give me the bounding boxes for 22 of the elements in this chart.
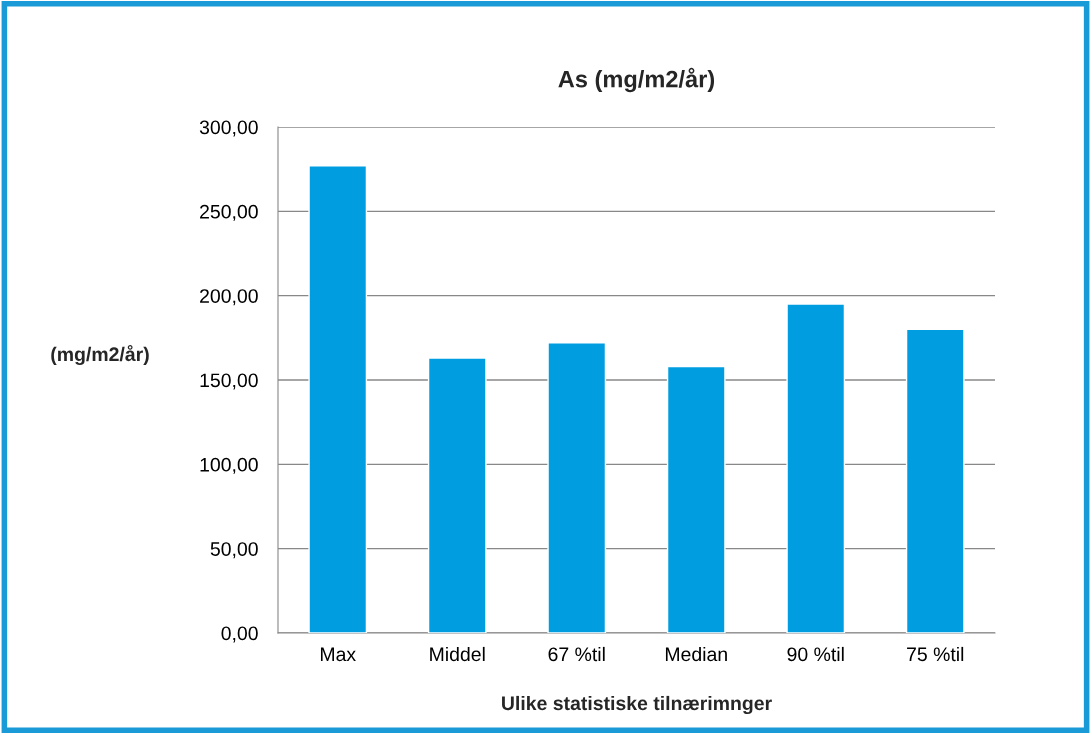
y-tick-label: 300,00: [199, 120, 258, 137]
x-tick-label: Middel: [430, 646, 485, 662]
bar: [666, 365, 726, 633]
x-tick-label: Median: [665, 646, 727, 662]
y-tick-label: 150,00: [200, 373, 258, 390]
y-tick-label: 100,00: [200, 457, 258, 474]
x-tick-label: 75 %til: [907, 646, 964, 662]
x-axis-title: Ulike statistiske tilnærimnger: [502, 695, 772, 715]
bar: [308, 165, 368, 633]
bar: [786, 303, 846, 633]
x-tick-label: 90 %til: [787, 646, 844, 662]
chart-title: As (mg/m2/år): [558, 67, 715, 93]
y-tick-label: 200,00: [200, 289, 258, 306]
y-tick-label: 0,00: [221, 626, 258, 643]
x-tick-label: 67 %til: [548, 646, 605, 662]
y-tick-label: 250,00: [200, 204, 258, 221]
x-tick-label: Max: [320, 647, 356, 662]
bar: [547, 342, 607, 633]
bar: [905, 328, 965, 633]
y-tick-label: 50,00: [210, 542, 258, 559]
bar: [427, 357, 487, 633]
y-axis-title: (mg/m2/år): [51, 344, 149, 366]
